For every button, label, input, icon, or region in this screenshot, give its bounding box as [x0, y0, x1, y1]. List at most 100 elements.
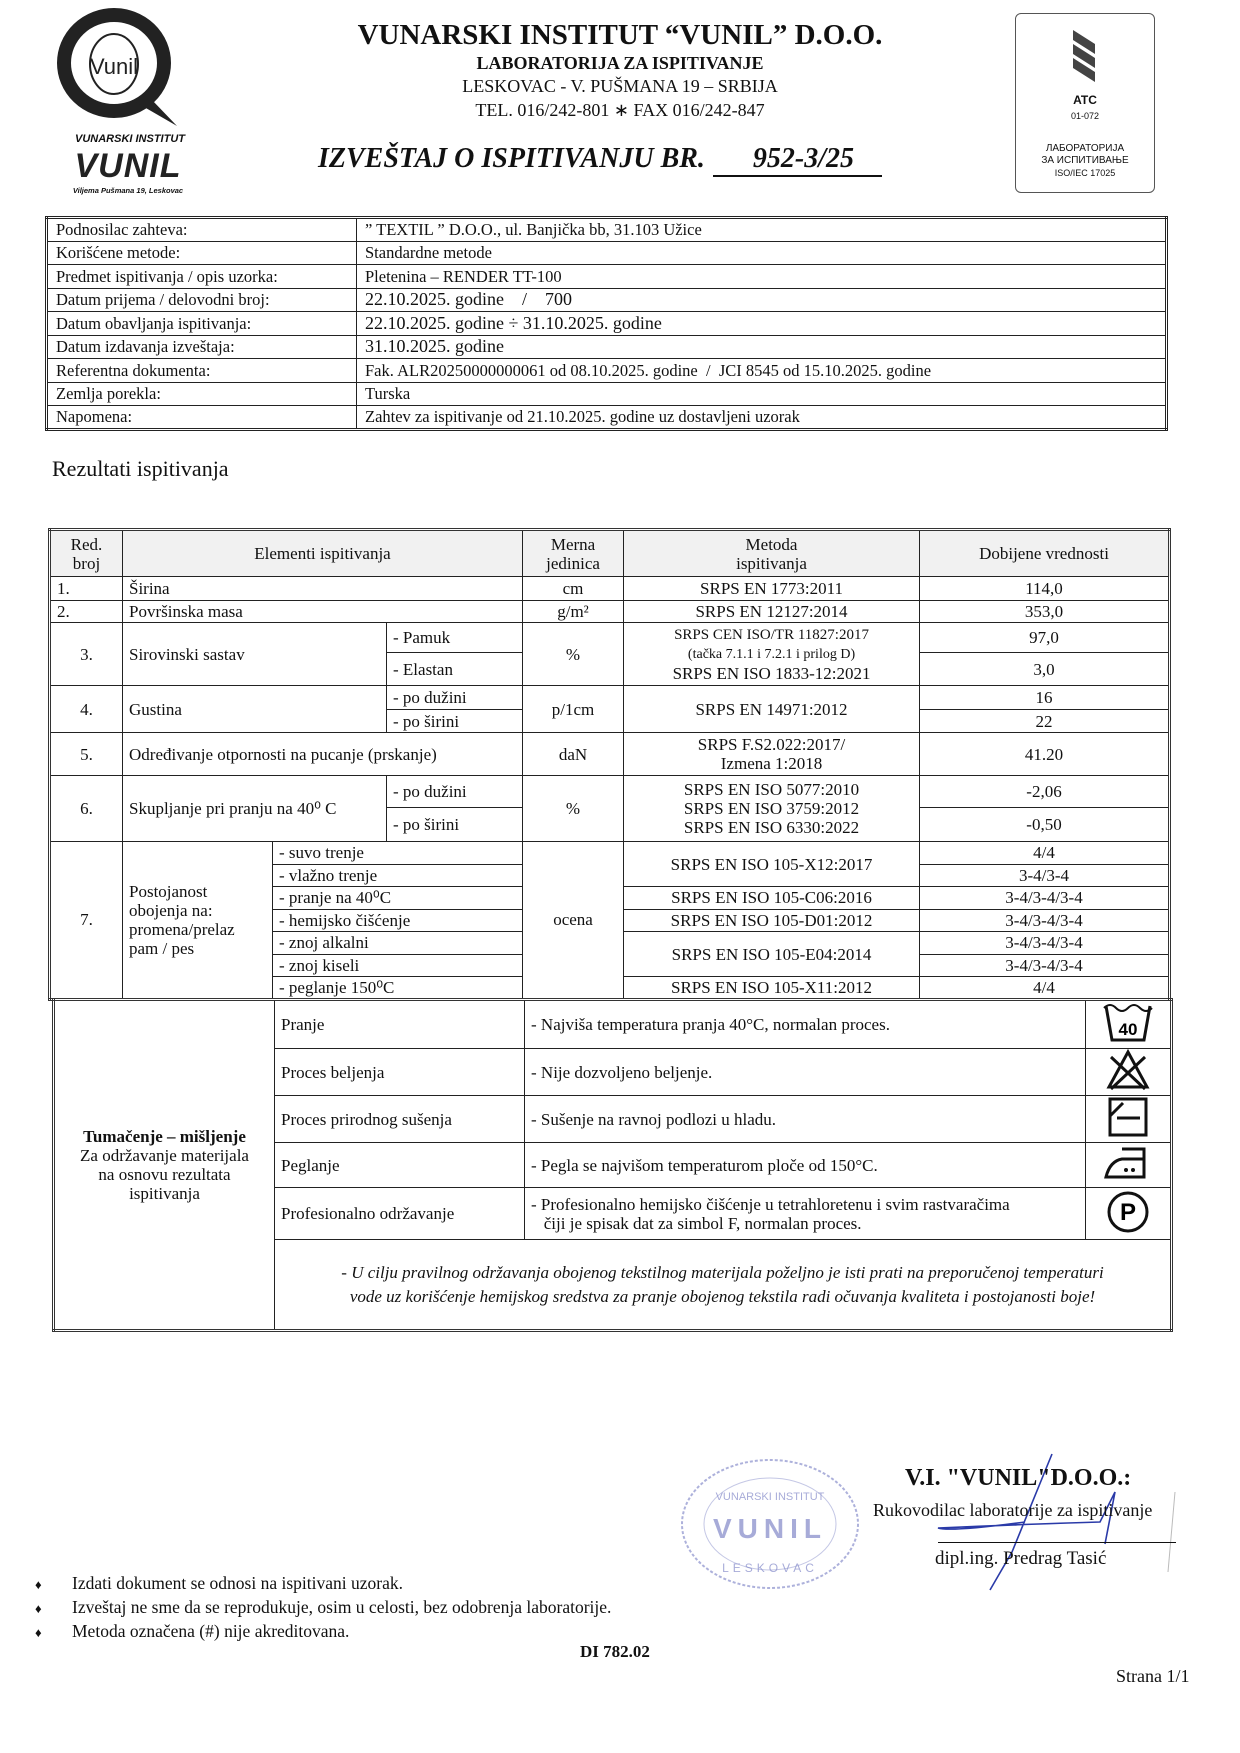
interpretation-table: Tumačenje – mišljenje Za održavanje mate…: [52, 998, 1173, 1332]
info-value: Turska: [356, 381, 1167, 406]
care-text: - Najviša temperatura pranja 40°C, norma…: [524, 999, 1086, 1049]
svg-text:VUNIL: VUNIL: [713, 1513, 827, 1544]
row-method: SRPS EN ISO 105-X12:2017: [623, 841, 921, 887]
row-unit: cm: [522, 576, 625, 601]
row-value: 97,0: [919, 622, 1170, 653]
signature-company: V.I. "VUNIL"D.O.O.:: [905, 1465, 1132, 1491]
row-sub-label: - Pamuk: [385, 622, 524, 653]
lab-stamp: VUNARSKI INSTITUT VUNIL LESKOVAC: [681, 1459, 859, 1589]
info-value: Standardne metode: [356, 240, 1167, 265]
row-method: SRPS EN 12127:2014: [623, 600, 921, 623]
atc-line2: ЗА ИСПИТИВАЊЕ: [1041, 155, 1129, 166]
header-unit: Merna jedinica: [522, 529, 625, 577]
results-table: Red. broj Elementi ispitivanja Merna jedin…: [48, 528, 1171, 1001]
table-row: - po širini 22: [50, 709, 1170, 733]
info-value: 31.10.2025. godine: [356, 334, 1167, 359]
logo-address: Viljema Pušmana 19, Leskovac: [72, 186, 184, 195]
info-label: Korišćene metode:: [46, 240, 357, 265]
info-value: ” TEXTIL ” D.O.O., ul. Banjička bb, 31.1…: [356, 217, 1167, 242]
row-element: Postojanost obojenja na: promena/prelaz pam…: [122, 841, 273, 1000]
row-sub-label: - vlažno trenje: [271, 863, 524, 887]
row-no: 2.: [49, 600, 123, 623]
row-sub-label: - znoj kiseli: [271, 953, 524, 977]
row-no: 4.: [49, 685, 123, 733]
care-label: Peglanje: [274, 1142, 525, 1188]
footer-note: Metoda označena (#) nije akreditovana.: [35, 1620, 611, 1644]
svg-text:VUNARSKI INSTITUT: VUNARSKI INSTITUT: [716, 1491, 825, 1503]
logo-wordmark: VUNIL: [74, 147, 182, 185]
table-row: - znoj alkalni SRPS EN ISO 105-E04:2014 …: [50, 931, 1170, 977]
row-method: SRPS EN ISO 5077:2010 SRPS EN ISO 3759:20…: [623, 775, 921, 842]
table-row: 4. Gustina - po dužini p/1cm SRPS EN 149…: [49, 685, 1170, 733]
report-title: IZVEŠTAJ O ISPITIVANJU BR. 952-3/25: [318, 143, 883, 177]
row-method: SRPS EN ISO 105-E04:2014: [623, 931, 921, 977]
row-value: 16: [919, 685, 1170, 710]
info-row: Datum prijema / delovodni broj: 22.10.202…: [46, 287, 1167, 312]
row-sub-label: - suvo trenje: [271, 841, 524, 865]
logo-caption: VUNARSKI INSTITUT: [75, 133, 185, 145]
row-sub-label: - po širini: [385, 807, 524, 842]
report-number: 952-3/25: [712, 143, 883, 177]
care-row: Tumačenje – mišljenje Za održavanje mate…: [53, 999, 1172, 1331]
table-row: - znoj kiseli 3-4/3-4/3-4: [50, 953, 1170, 977]
row-value: 3-4/3-4/3-4: [919, 886, 1170, 910]
table-row: - hemijsko čišćenje SRPS EN ISO 105-D01:…: [50, 908, 1170, 932]
care-text: - Profesionalno hemijsko čišćenje u tetr…: [524, 1187, 1086, 1240]
atc-code: 01-072: [1070, 111, 1100, 121]
signature-role: Rukovodilac laboratorije za ispitivanje: [873, 1500, 1153, 1520]
row-value: 3-4/3-4: [919, 863, 1170, 887]
atc-mark: ATC: [1073, 93, 1097, 107]
svg-text:Vunil: Vunil: [90, 54, 138, 79]
info-label: Datum izdavanja izveštaja:: [46, 334, 357, 359]
info-value: Fak. ALR20250000000061 od 08.10.2025. go…: [356, 358, 1167, 383]
accreditation-badge: ATC 01-072 ЛАБОРАТОРИЈА ЗА ИСПИТИВАЊЕ IS…: [1015, 13, 1155, 193]
row-no: 6.: [49, 775, 123, 842]
row-method: SRPS EN ISO 105-X11:2012: [623, 976, 921, 1000]
info-value: Pletenina – RENDER TT-100: [356, 264, 1167, 289]
info-row: Korišćene metode: Standardne metode: [46, 240, 1167, 265]
footer-notes: Izdati dokument se odnosi na ispitivani …: [35, 1572, 611, 1644]
info-label: Zemlja porekla:: [46, 381, 357, 406]
handwritten-signature: [937, 1453, 1176, 1591]
footer-note: Izveštaj ne sme da se reprodukuje, osim …: [35, 1596, 611, 1620]
table-row: 2. Površinska masa g/m² SRPS EN 12127:20…: [49, 600, 1170, 623]
info-row: Napomena: Zahtev za ispitivanje od 21.10.…: [46, 405, 1167, 430]
row-method: SRPS CEN ISO/TR 11827:2017 (tačka 7.1.1 i…: [623, 622, 921, 686]
row-element: Skupljanje pri pranju na 40⁰ C: [122, 775, 387, 842]
row-sub-label: - po širini: [385, 709, 524, 733]
row-unit: %: [522, 622, 625, 686]
info-value: 22.10.2025. godine ÷ 31.10.2025. godine: [356, 311, 1167, 336]
header-method: Metoda ispitivanja: [623, 529, 921, 577]
info-row: Datum obavljanja ispitivanja: 22.10.2025.…: [46, 311, 1167, 336]
care-text: - Nije dozvoljeno beljenje.: [524, 1048, 1086, 1096]
svg-text:40: 40: [1119, 1020, 1138, 1039]
info-label: Podnosilac zahteva:: [46, 217, 357, 242]
row-sub-label: - pranje na 40⁰C: [271, 886, 524, 910]
info-label: Napomena:: [46, 405, 357, 430]
table-row: 6. Skupljanje pri pranju na 40⁰ C - po d…: [49, 775, 1170, 842]
table-row: 3. Sirovinski sastav - Pamuk % SRPS CEN …: [49, 622, 1170, 686]
report-info-table: Podnosilac zahteva:” TEXTIL ” D.O.O., ul…: [45, 216, 1168, 431]
row-no: 3.: [49, 622, 123, 686]
care-row: Proces prirodnog sušenja - Sušenje na ra…: [54, 1095, 1172, 1143]
care-note-row: - U cilju pravilnog održavanja obojenog …: [54, 1239, 1172, 1331]
row-value: 4/4: [919, 841, 1170, 865]
row-value: -0,50: [919, 807, 1170, 842]
row-no: 1.: [49, 576, 123, 601]
interpretation-heading: Tumačenje – mišljenje Za održavanje mate…: [53, 999, 275, 1331]
header-value: Dobijene vrednosti: [919, 529, 1170, 577]
page-number: Strana 1/1: [1116, 1666, 1190, 1686]
row-sub-label: - znoj alkalni: [271, 931, 524, 955]
row-value: 3-4/3-4/3-4: [919, 931, 1170, 955]
table-row: - po širini -0,50: [50, 807, 1170, 842]
row-sub-label: - po dužini: [385, 775, 524, 808]
info-label: Datum prijema / delovodni broj:: [46, 287, 357, 312]
atc-line1: ЛАБОРАТОРИЈА: [1045, 143, 1125, 154]
row-method: SRPS EN ISO 105-D01:2012: [623, 908, 921, 932]
care-label: Pranje: [274, 999, 525, 1049]
results-title: Rezultati ispitivanja: [52, 456, 229, 481]
info-row: Datum izdavanja izveštaja: 31.10.2025. go…: [46, 334, 1167, 359]
atc-standard: ISO/IEC 17025: [1054, 168, 1116, 178]
care-row: Peglanje - Pegla se najvišom temperaturo…: [54, 1142, 1172, 1188]
row-no: 5.: [49, 732, 123, 776]
